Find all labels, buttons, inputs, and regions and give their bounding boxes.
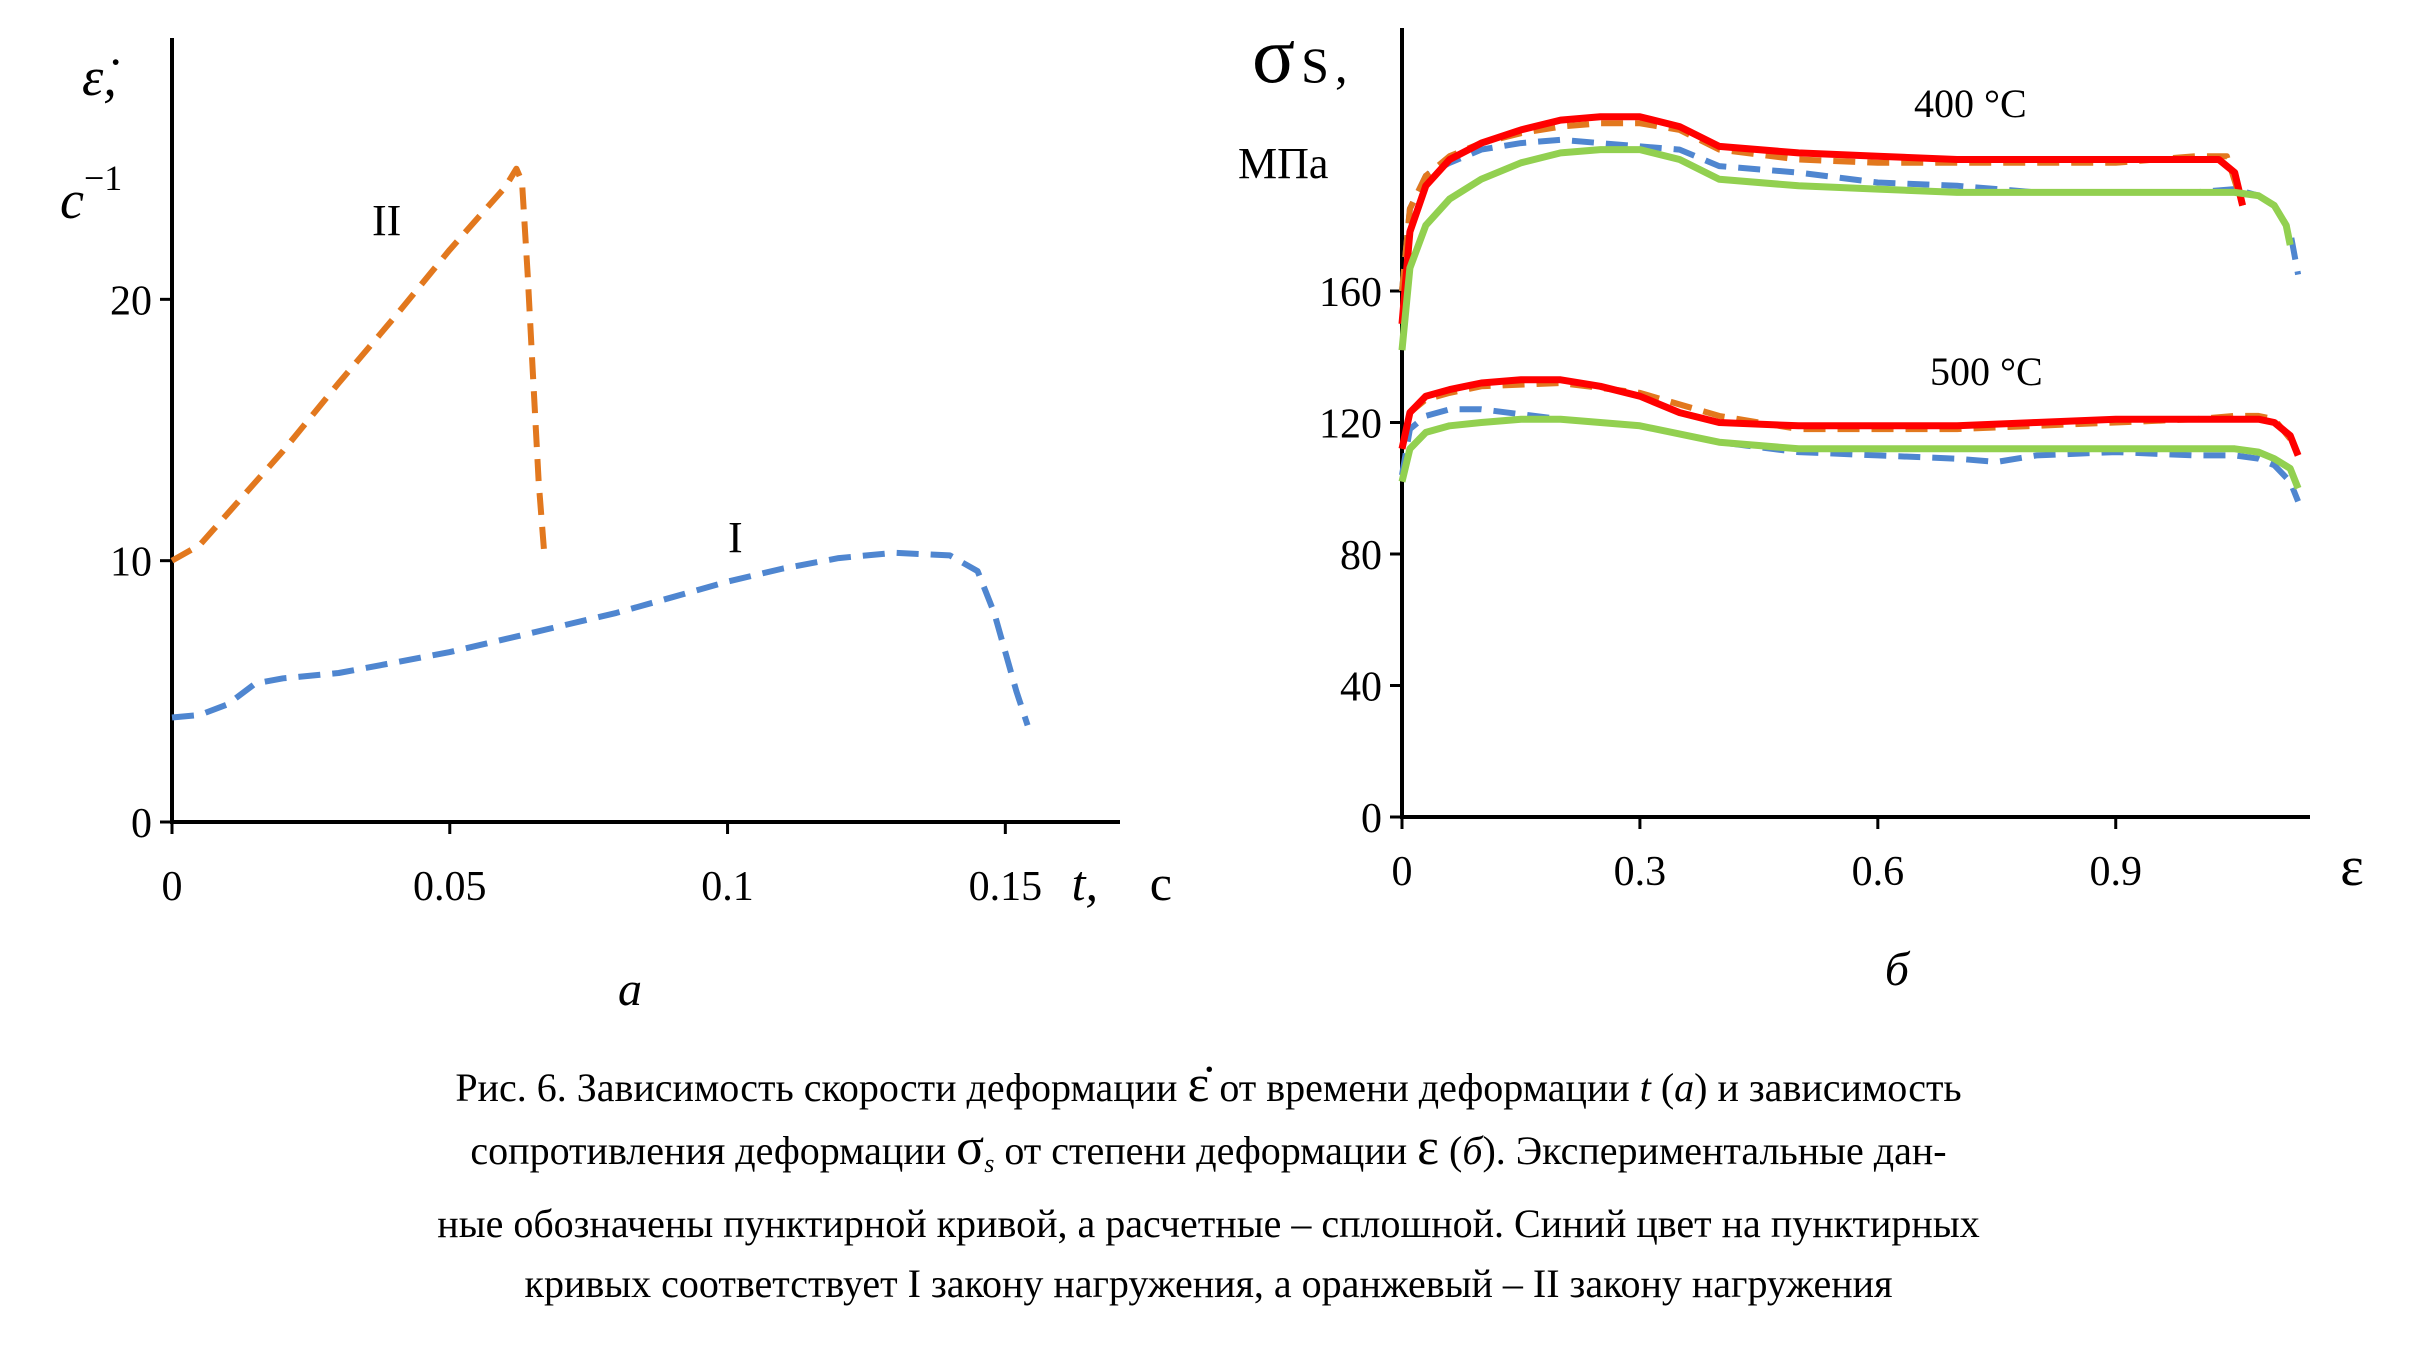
caption-text: сопротивления деформации — [470, 1128, 947, 1173]
x-tick-label: 0.05 — [413, 864, 487, 910]
caption-ref-b: б — [1462, 1128, 1483, 1173]
panel-b-series — [1398, 113, 2302, 503]
y-tick-label: 80 — [1340, 533, 1382, 579]
caption-text: ( — [1660, 1065, 1675, 1110]
figure: 0 10 20 0 0.05 0.1 0.15 ε̇, с−1 t, с II I а 0 4… — [60, 12, 2364, 1016]
caption-text: от времени деформации — [1219, 1065, 1630, 1110]
series-line-I — [171, 549, 1031, 727]
series-line — [1398, 146, 2294, 351]
panel-b-xlabel: ε — [2340, 836, 2364, 898]
caption-symbol-epsilon: ε — [1417, 1119, 1439, 1176]
panel-a-label: а — [618, 963, 642, 1016]
series-line-II — [170, 165, 548, 564]
panel-b-label: б — [1885, 943, 1911, 996]
annotation-500C: 500 °C — [1930, 349, 2043, 394]
y-tick-label: 20 — [110, 278, 152, 324]
x-tick-label: 0.3 — [1614, 849, 1667, 895]
caption-line-2: сопротивления деформации σs от степени д… — [0, 1118, 2417, 1194]
x-tick-label: 0.1 — [701, 864, 754, 910]
y-tick-label: 10 — [110, 540, 152, 586]
caption-text: от степени деформации — [1004, 1128, 1408, 1173]
y-tick-label: 120 — [1319, 402, 1382, 448]
caption-var-t: t — [1639, 1065, 1651, 1110]
series-line — [1398, 113, 2247, 325]
series-label-I: I — [728, 513, 743, 562]
panel-a-ylabel: ε̇, — [82, 47, 119, 107]
panel-a-ticks: 0 10 20 0 0.05 0.1 0.15 — [110, 278, 1042, 910]
y-tick-label: 160 — [1319, 270, 1382, 316]
series-line — [1398, 376, 2302, 457]
caption-text: Рис. 6. Зависимость скорости деформации — [455, 1065, 1178, 1110]
panel-a-xlabel-unit: с — [1150, 855, 1172, 911]
series-label-II: II — [372, 196, 401, 245]
series-line — [1398, 415, 2302, 490]
caption-line-4: кривых соответствует I закону нагружения… — [524, 1260, 1893, 1306]
annotation-400C: 400 °C — [1914, 81, 2027, 126]
x-tick-label: 0.15 — [969, 864, 1043, 910]
panel-b-ylabel-unit: МПа — [1238, 139, 1328, 188]
series-line — [1399, 120, 2246, 292]
caption-symbol-strain-rate: ε̇ — [1187, 1056, 1210, 1113]
caption-line-3: ные обозначены пунктирной кривой, а расч… — [437, 1200, 1980, 1246]
caption-line-1: Рис. 6. Зависимость скорости деформации … — [0, 1055, 2417, 1118]
panel-a-xlabel-var: t, — [1072, 855, 1098, 911]
panel-a-chart: 0 10 20 0 0.05 0.1 0.15 ε̇, с−1 t, с II I а — [60, 38, 1172, 1016]
y-tick-label: 40 — [1340, 665, 1382, 711]
panel-a-ylabel-unit: с−1 — [60, 158, 122, 230]
caption-text: ( — [1449, 1128, 1463, 1173]
y-tick-label: 0 — [131, 801, 152, 847]
panel-b-ticks: 0 40 80 120 160 0 0.3 0.6 0.9 — [1319, 270, 2142, 895]
y-tick-label: 0 — [1361, 796, 1382, 842]
x-tick-label: 0 — [162, 864, 183, 910]
series-line — [1399, 406, 2301, 503]
caption-symbol-sigma: σ — [956, 1119, 985, 1176]
caption-text: ) и зависимость — [1694, 1065, 1962, 1110]
x-tick-label: 0.9 — [2089, 849, 2142, 895]
caption-symbol-sigma-sub: s — [984, 1148, 995, 1178]
x-tick-label: 0.6 — [1852, 849, 1905, 895]
caption-text: ). Экспериментальные дан- — [1482, 1128, 1947, 1173]
figure-caption: Рис. 6. Зависимость скорости деформации … — [0, 1055, 2417, 1314]
caption-ref-a: а — [1674, 1065, 1695, 1110]
panel-a-series — [170, 165, 1031, 727]
x-tick-label: 0 — [1392, 849, 1413, 895]
